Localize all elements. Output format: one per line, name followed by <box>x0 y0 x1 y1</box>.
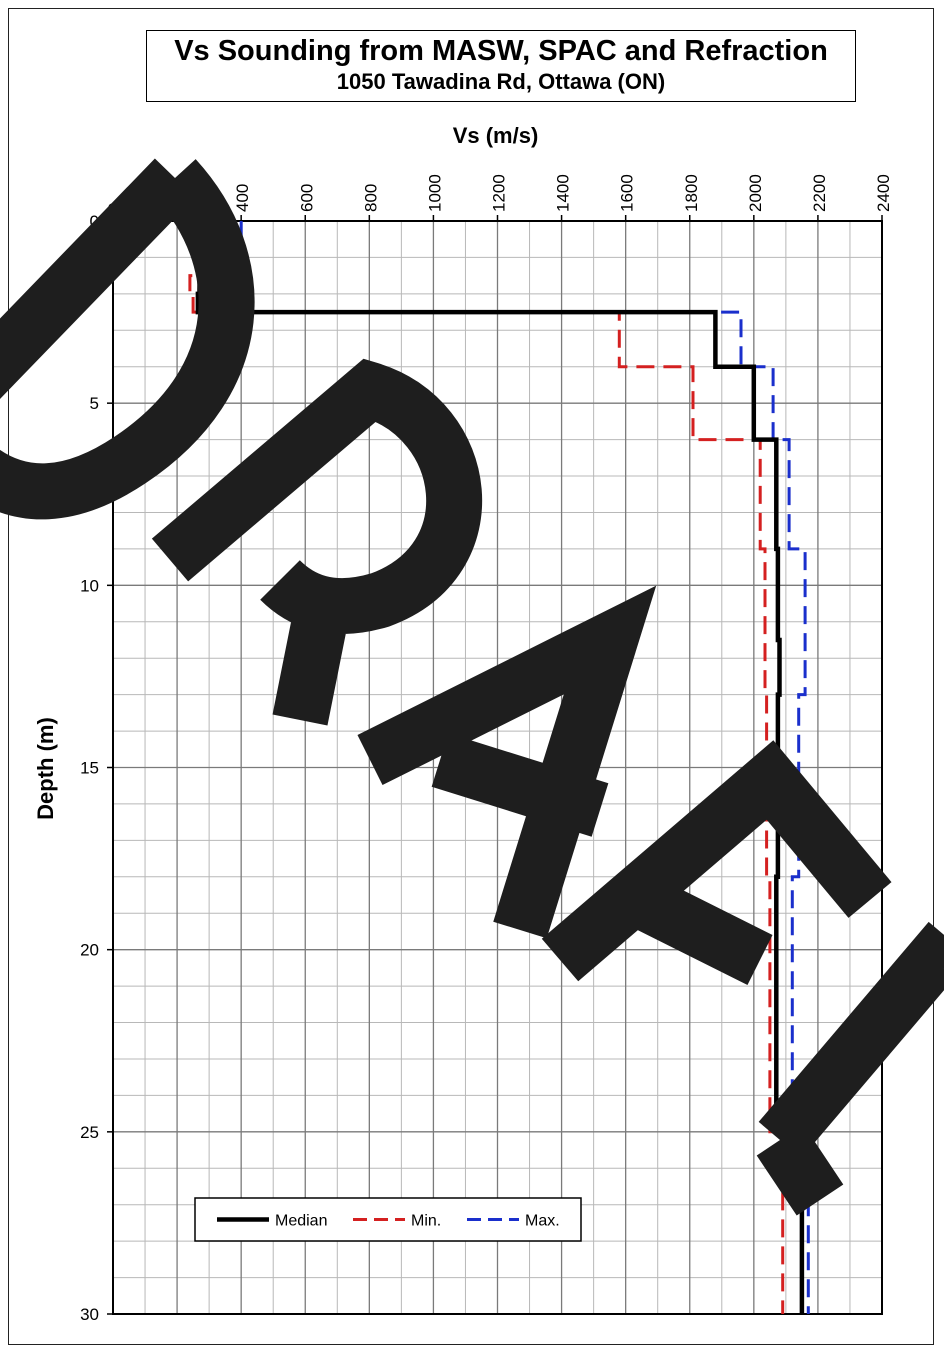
legend-label: Min. <box>411 1213 441 1230</box>
y-tick-label: 10 <box>80 576 99 595</box>
x-tick-label: 1000 <box>425 174 444 212</box>
legend: Median Min. Max. <box>194 1197 582 1242</box>
x-tick-label: 200 <box>169 184 188 212</box>
x-tick-labels: 0 200 400 600 800 1000 1200 1400 1600 1800 2000 220… <box>105 174 893 221</box>
x-tick-label: 400 <box>233 184 252 212</box>
legend-label: Median <box>275 1213 327 1230</box>
x-tick-label: 1600 <box>618 174 637 212</box>
x-tick-label: 2200 <box>810 174 829 212</box>
chart-title: Vs Sounding from MASW, SPAC and Refracti… <box>174 35 828 67</box>
x-tick-label: 2400 <box>874 174 893 212</box>
x-axis-title: Vs (m/s) <box>453 123 539 148</box>
x-tick-label: 1200 <box>490 174 509 212</box>
legend-label: Max. <box>525 1213 560 1230</box>
y-tick-label: 20 <box>80 941 99 960</box>
x-tick-label: 0 <box>105 203 124 212</box>
y-tick-label: 0 <box>90 212 99 231</box>
y-tick-label: 30 <box>80 1305 99 1324</box>
page-frame <box>8 8 934 1345</box>
chart-subtitle: 1050 Tawadina Rd, Ottawa (ON) <box>336 69 666 94</box>
y-tick-labels: 0 5 10 15 20 25 30 <box>80 212 113 1324</box>
x-tick-label: 800 <box>361 184 380 212</box>
series-line-min <box>188 221 785 1314</box>
x-tick-label: 2000 <box>746 174 765 212</box>
x-tick-label: 1400 <box>554 174 573 212</box>
y-tick-label: 25 <box>80 1123 99 1142</box>
x-tick-label: 1800 <box>682 174 701 212</box>
y-tick-label: 15 <box>80 759 99 778</box>
chart-title-box: Vs Sounding from MASW, SPAC and Refracti… <box>146 30 856 102</box>
y-tick-label: 5 <box>90 394 99 413</box>
y-axis-title: Depth (m) <box>33 717 58 820</box>
x-tick-label: 600 <box>297 184 316 212</box>
